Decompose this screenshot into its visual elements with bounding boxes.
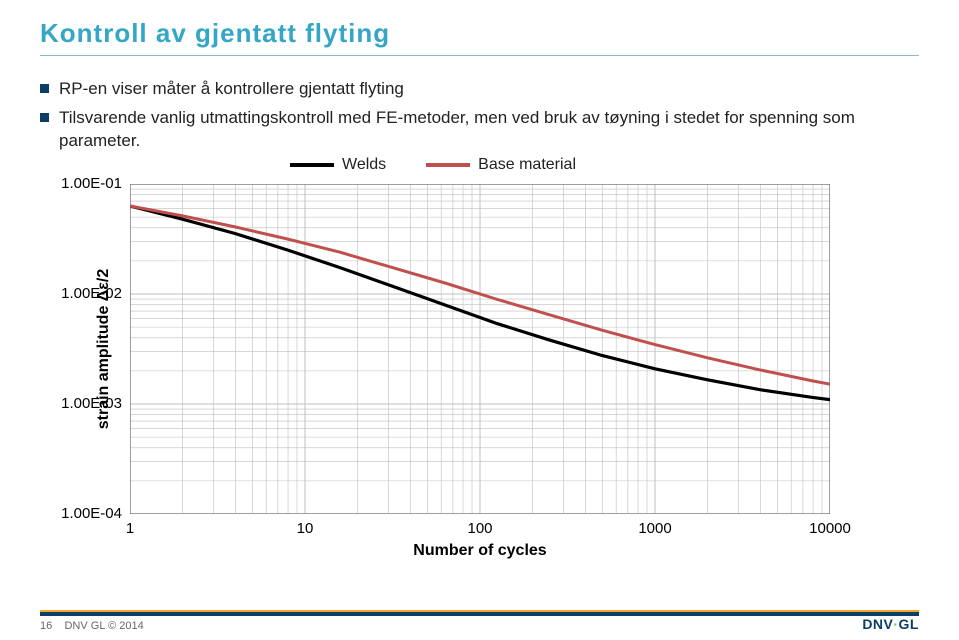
bullet-item: Tilsvarende vanlig utmattingskontroll me… <box>40 107 919 153</box>
x-tick: 10 <box>275 520 335 537</box>
footer: 16 DNV GL © 2014 DNV·GL <box>0 610 959 640</box>
y-tick: 1.00E-02 <box>52 285 122 302</box>
x-tick: 10000 <box>800 520 860 537</box>
legend-item-base: Base material <box>426 156 576 174</box>
bullet-text: RP-en viser måter å kontrollere gjentatt… <box>59 78 404 101</box>
legend-swatch <box>426 163 470 167</box>
bullet-marker <box>40 113 49 122</box>
bullet-text: Tilsvarende vanlig utmattingskontroll me… <box>59 107 919 153</box>
chart-legend: Welds Base material <box>290 156 576 174</box>
slide: Kontroll av gjentatt flyting RP-en viser… <box>0 0 959 640</box>
legend-label: Welds <box>342 156 386 174</box>
footer-text: 16 DNV GL © 2014 <box>40 620 959 632</box>
x-tick: 100 <box>450 520 510 537</box>
chart-plot <box>130 184 830 514</box>
legend-swatch <box>290 163 334 167</box>
legend-label: Base material <box>478 156 576 174</box>
x-tick: 1 <box>100 520 160 537</box>
page-title: Kontroll av gjentatt flyting <box>40 18 919 49</box>
chart: Welds Base material strain amplitude Δε/… <box>90 156 870 576</box>
bullet-marker <box>40 84 49 93</box>
x-tick: 1000 <box>625 520 685 537</box>
page-number: 16 <box>40 620 52 632</box>
x-axis-label: Number of cycles <box>413 542 546 560</box>
legend-item-welds: Welds <box>290 156 386 174</box>
bullet-list: RP-en viser måter å kontrollere gjentatt… <box>40 78 919 153</box>
logo: DNV·GL <box>862 616 919 632</box>
bullet-item: RP-en viser måter å kontrollere gjentatt… <box>40 78 919 101</box>
title-rule <box>40 55 919 56</box>
y-tick: 1.00E-01 <box>52 175 122 192</box>
footer-bar <box>40 610 919 616</box>
y-tick: 1.00E-03 <box>52 395 122 412</box>
copyright: DNV GL © 2014 <box>64 620 143 632</box>
